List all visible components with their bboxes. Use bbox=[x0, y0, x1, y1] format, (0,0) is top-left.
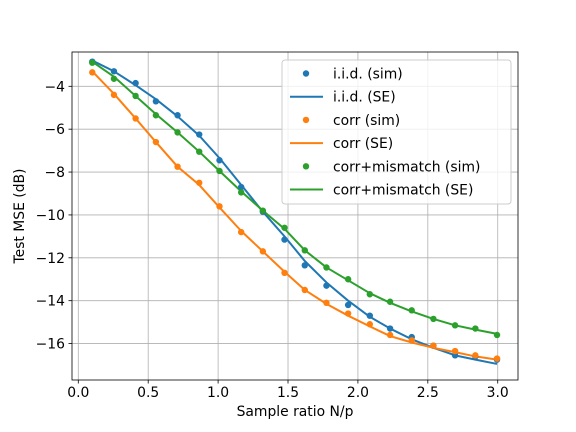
data-point bbox=[408, 337, 415, 344]
x-axis-label: Sample ratio N/p bbox=[237, 404, 354, 420]
y-axis-label: Test MSE (dB) bbox=[12, 169, 28, 265]
data-point bbox=[110, 91, 118, 99]
plot-area bbox=[89, 58, 501, 365]
legend-marker bbox=[302, 163, 310, 170]
data-point bbox=[89, 59, 96, 66]
y-axis: −4 −6 −8 −10 −12 −14 −16 bbox=[36, 79, 72, 353]
axes-frame bbox=[71, 51, 519, 381]
data-point bbox=[237, 228, 245, 236]
y-tick-label: −10 bbox=[36, 208, 65, 224]
data-point bbox=[301, 262, 308, 269]
legend-label: corr (sim) bbox=[333, 113, 400, 129]
data-point bbox=[472, 352, 479, 359]
data-point bbox=[281, 269, 288, 277]
data-point bbox=[89, 69, 96, 76]
data-point bbox=[237, 183, 245, 191]
y-tick-label: −12 bbox=[36, 251, 65, 267]
data-point bbox=[323, 264, 330, 271]
data-point bbox=[386, 298, 394, 305]
data-point bbox=[110, 68, 118, 75]
y-tick-label: −14 bbox=[36, 294, 65, 310]
y-tick-label: −4 bbox=[45, 79, 66, 95]
x-tick-label: 1.0 bbox=[207, 385, 229, 401]
x-tick-label: 1.5 bbox=[277, 385, 299, 401]
data-point bbox=[152, 138, 160, 146]
x-tick-label: 0.0 bbox=[67, 385, 89, 401]
data-point bbox=[386, 325, 394, 332]
legend-label: i.i.d. (SE) bbox=[333, 90, 396, 106]
data-point bbox=[196, 179, 203, 186]
data-point bbox=[281, 236, 288, 243]
data-point bbox=[196, 131, 203, 138]
data-point bbox=[132, 92, 139, 100]
data-point bbox=[323, 299, 330, 307]
data-point bbox=[152, 98, 160, 105]
legend-label: i.i.d. (sim) bbox=[333, 67, 403, 83]
data-point bbox=[196, 148, 203, 155]
legend-box bbox=[281, 59, 512, 205]
x-tick-label: 2.0 bbox=[347, 385, 369, 401]
data-point bbox=[237, 189, 245, 196]
legend-label: corr+mismatch (SE) bbox=[333, 183, 473, 199]
data-point bbox=[366, 312, 373, 319]
data-point bbox=[216, 203, 223, 210]
data-point bbox=[323, 282, 330, 289]
data-point bbox=[430, 342, 437, 349]
y-tick-label: −6 bbox=[45, 122, 65, 138]
x-tick-label: 3.0 bbox=[487, 385, 509, 401]
series-line-3 bbox=[91, 70, 498, 361]
data-point bbox=[451, 347, 459, 355]
data-point bbox=[110, 75, 118, 82]
data-point bbox=[451, 322, 459, 329]
data-point bbox=[259, 248, 267, 255]
data-point bbox=[259, 207, 267, 214]
data-point bbox=[281, 224, 288, 231]
data-point bbox=[344, 276, 352, 283]
data-point bbox=[301, 247, 308, 254]
data-point bbox=[472, 325, 479, 332]
data-point bbox=[174, 129, 181, 136]
y-tick-label: −8 bbox=[45, 165, 65, 181]
x-tick-label: 0.5 bbox=[137, 385, 159, 401]
data-point bbox=[344, 301, 352, 309]
data-point bbox=[408, 307, 415, 314]
data-point bbox=[132, 115, 139, 122]
legend-marker bbox=[302, 70, 310, 77]
y-tick-label: −16 bbox=[36, 337, 65, 353]
data-point bbox=[430, 315, 437, 323]
data-point bbox=[174, 163, 181, 170]
x-tick-label: 2.5 bbox=[417, 385, 439, 401]
data-point bbox=[301, 286, 308, 294]
data-point bbox=[132, 79, 139, 87]
data-point bbox=[174, 112, 181, 119]
legend-marker bbox=[302, 116, 310, 124]
legend-label: corr+mismatch (sim) bbox=[333, 159, 480, 175]
data-point bbox=[152, 112, 160, 119]
x-axis: 0.0 0.5 1.0 1.5 2.0 2.5 3.0 bbox=[67, 380, 509, 401]
data-point bbox=[386, 331, 394, 339]
data-point bbox=[493, 331, 501, 339]
series-line-5 bbox=[91, 60, 498, 335]
data-point bbox=[493, 355, 501, 362]
data-point bbox=[366, 291, 373, 298]
data-point bbox=[366, 321, 373, 328]
data-point bbox=[216, 167, 223, 175]
legend: i.i.d. (sim) i.i.d. (SE) corr (sim) corr (S… bbox=[281, 59, 512, 205]
data-point bbox=[344, 310, 352, 317]
legend-label: corr (SE) bbox=[333, 136, 393, 152]
data-point bbox=[216, 157, 223, 164]
